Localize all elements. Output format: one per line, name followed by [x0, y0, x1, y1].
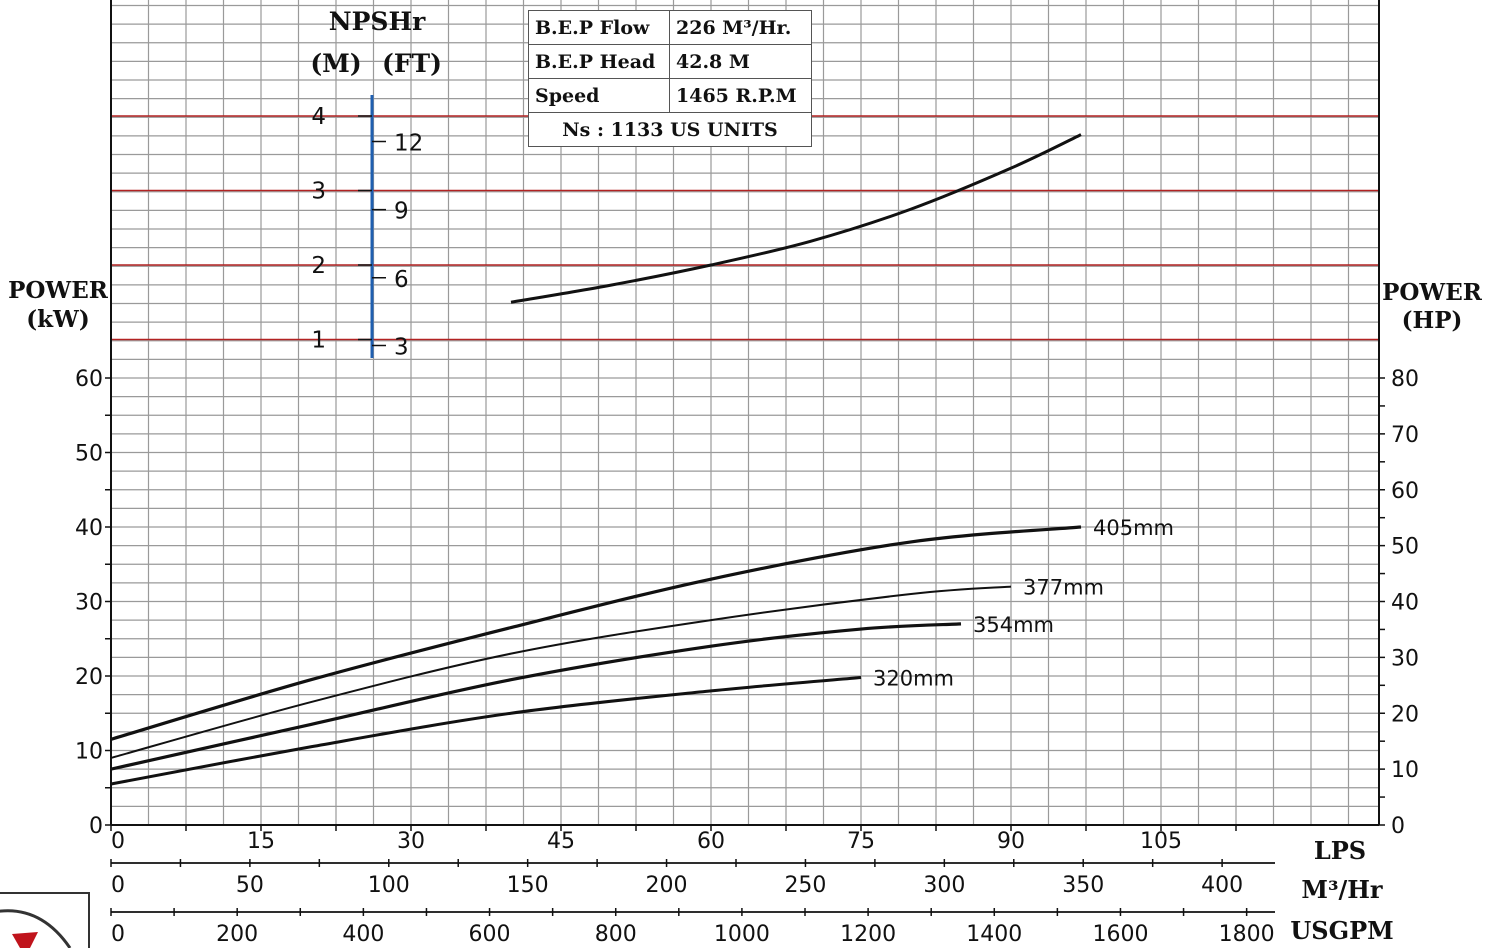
npshr-curve — [510, 133, 1082, 304]
npshr-reference-lines — [111, 115, 1379, 341]
hp-tick-label: 50 — [1391, 535, 1419, 560]
usgpm-tick-label: 1600 — [1092, 922, 1148, 946]
bep-flow-value: 226 M³/Hr. — [669, 10, 812, 45]
kw-tick-label: 40 — [75, 516, 103, 541]
power-curve-320mm — [110, 675, 862, 786]
power-curve-354mm — [110, 622, 962, 771]
power-curve-label: 377mm — [1023, 576, 1104, 600]
bep-head-label: B.E.P Head — [528, 44, 670, 79]
ns-row: Ns : 1133 US UNITS — [528, 112, 812, 147]
hp-tick-label: 20 — [1391, 702, 1419, 727]
hp-tick-label: 10 — [1391, 758, 1419, 783]
npshr-m-label: 4 — [311, 104, 326, 130]
power-hp-unit: (HP) — [1402, 307, 1463, 334]
speed-row: Speed 1465 R.P.M — [528, 78, 812, 113]
brand-logo — [0, 892, 90, 948]
m3hr-tick-label: 50 — [236, 873, 264, 898]
npshr-ft-label: 12 — [394, 131, 423, 157]
npshr-unit-ft: (FT) — [382, 49, 442, 78]
speed-label: Speed — [528, 78, 670, 113]
bep-flow-label: B.E.P Flow — [528, 10, 670, 45]
m3hr-tick-label: 250 — [784, 873, 826, 898]
npshr-unit-m: (M) — [310, 49, 361, 78]
kw-tick-label: 20 — [75, 665, 103, 690]
npshr-m-label: 3 — [311, 179, 326, 205]
kw-tick-label: 50 — [75, 442, 103, 467]
bep-flow-row: B.E.P Flow 226 M³/Hr. — [528, 10, 812, 45]
kw-tick-label: 0 — [89, 814, 103, 839]
lps-axis-label: LPS — [1314, 836, 1366, 865]
power-curve-405mm — [110, 525, 1082, 741]
kw-tick-label: 30 — [75, 591, 103, 616]
kw-tick-label: 10 — [75, 740, 103, 765]
usgpm-axis-label: USGPM — [1290, 916, 1393, 945]
usgpm-tick-label: 1800 — [1219, 922, 1275, 946]
m3hr-tick-label: 200 — [646, 873, 688, 898]
curves-layer: 405mm 377mm 354mm 320mm — [110, 133, 1174, 786]
npshr-ft-label: 3 — [394, 335, 409, 361]
chart-frame — [110, 0, 1380, 826]
hp-tick-label: 60 — [1391, 479, 1419, 504]
usgpm-tick-label: 200 — [216, 922, 258, 946]
lps-tick-label: 0 — [111, 829, 125, 854]
usgpm-tick-label: 0 — [111, 922, 125, 946]
bep-head-value: 42.8 M — [669, 44, 812, 79]
power-curve-377mm — [110, 585, 1012, 759]
npshr-m-label: 2 — [311, 253, 326, 279]
m3hr-axis-label: M³/Hr — [1301, 875, 1383, 904]
lps-tick-label: 105 — [1140, 829, 1182, 854]
power-curve-label: 354mm — [973, 613, 1054, 637]
m3hr-tick-label: 350 — [1062, 873, 1104, 898]
m3hr-tick-label: 400 — [1201, 873, 1243, 898]
npshr-ft-label: 6 — [394, 267, 409, 293]
lps-tick-label: 75 — [847, 829, 875, 854]
usgpm-tick-label: 1400 — [966, 922, 1022, 946]
lps-tick-label: 60 — [697, 829, 725, 854]
bep-head-row: B.E.P Head 42.8 M — [528, 44, 812, 79]
m3hr-tick-label: 300 — [923, 873, 965, 898]
lps-tick-label: 45 — [547, 829, 575, 854]
hp-tick-label: 70 — [1391, 423, 1419, 448]
speed-value: 1465 R.P.M — [669, 78, 812, 113]
usgpm-tick-label: 400 — [342, 922, 384, 946]
usgpm-tick-label: 600 — [469, 922, 511, 946]
m3hr-tick-label: 100 — [368, 873, 410, 898]
power-kw-title: POWER — [8, 277, 109, 304]
npshr-m-label: 1 — [311, 328, 326, 354]
npshr-title: NPSHr — [329, 7, 426, 36]
hp-tick-label: 80 — [1391, 367, 1419, 392]
power-hp-title: POWER — [1382, 279, 1483, 306]
m3hr-tick-label: 150 — [507, 873, 549, 898]
lps-tick-label: 90 — [997, 829, 1025, 854]
usgpm-tick-label: 1000 — [714, 922, 770, 946]
hp-tick-label: 40 — [1391, 591, 1419, 616]
specific-speed: Ns : 1133 US UNITS — [528, 112, 812, 147]
lps-tick-label: 30 — [397, 829, 425, 854]
power-curve-label: 320mm — [873, 666, 954, 690]
hp-tick-label: 0 — [1391, 814, 1405, 839]
usgpm-tick-label: 800 — [595, 922, 637, 946]
lps-tick-label: 15 — [247, 829, 275, 854]
usgpm-tick-label: 1200 — [840, 922, 896, 946]
kw-tick-label: 60 — [75, 367, 103, 392]
npshr-ft-label: 9 — [394, 199, 409, 225]
power-curve-label: 405mm — [1093, 516, 1174, 540]
hp-tick-label: 30 — [1391, 646, 1419, 671]
m3hr-tick-label: 0 — [111, 873, 125, 898]
power-kw-unit: (kW) — [26, 306, 90, 333]
bep-info-table: B.E.P Flow 226 M³/Hr. B.E.P Head 42.8 M … — [528, 10, 812, 147]
